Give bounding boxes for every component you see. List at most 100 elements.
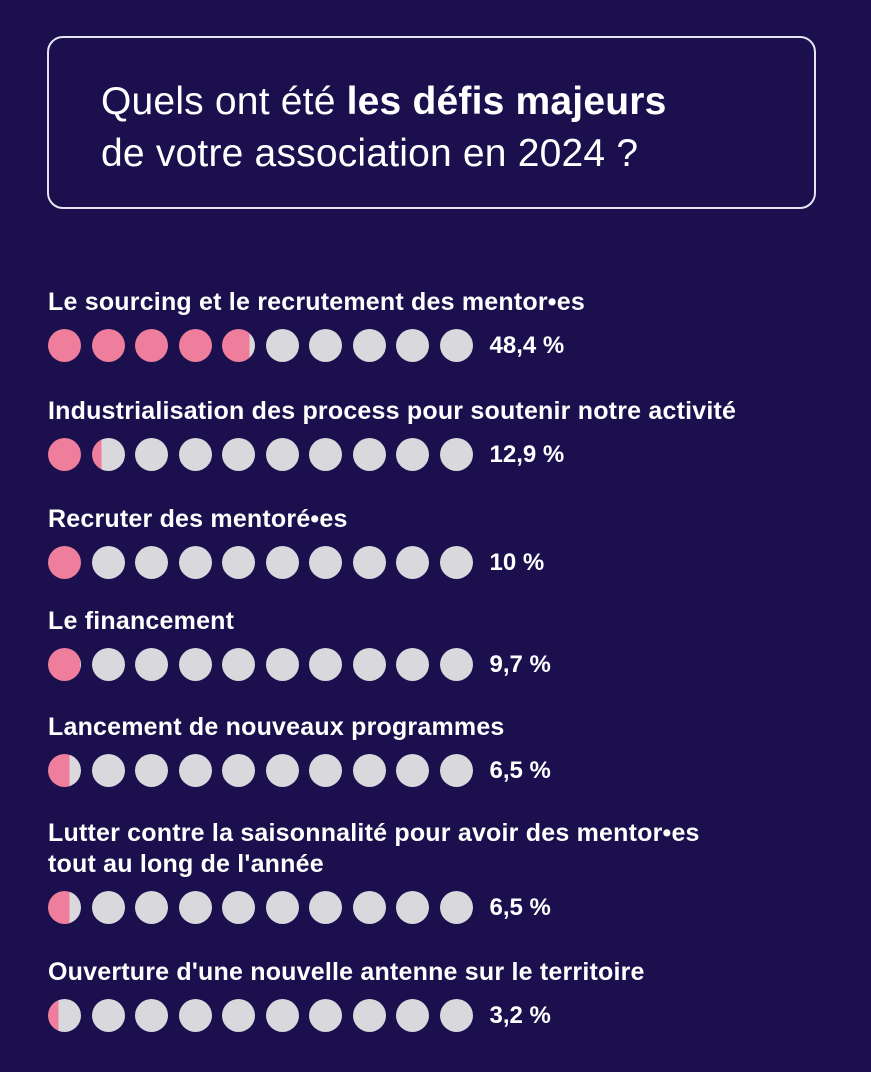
title-regular-part: Quels ont été <box>101 80 347 123</box>
chart-item: Industrialisation des process pour soute… <box>48 396 858 471</box>
value-dot <box>265 546 299 579</box>
category-label: Le sourcing et le recrutement des mentor… <box>48 287 858 318</box>
value-dot <box>265 754 299 787</box>
value-dot <box>91 329 125 362</box>
value-dot <box>352 648 386 681</box>
dot-group <box>48 546 473 579</box>
value-label: 6,5 % <box>489 756 551 784</box>
dot-group <box>48 648 473 681</box>
value-dot <box>265 648 299 681</box>
value-dot <box>222 329 255 362</box>
value-label: 48,4 % <box>489 331 565 359</box>
value-dot <box>178 648 212 681</box>
chart-item: Ouverture d'une nouvelle antenne sur le … <box>48 957 858 1032</box>
dots-row: 48,4 % <box>48 329 858 362</box>
category-label: Ouverture d'une nouvelle antenne sur le … <box>48 957 858 988</box>
value-dot <box>309 329 342 362</box>
title-box: Quels ont été les défis majeurs de votre… <box>47 36 816 209</box>
title-bold-part: les défis majeurs <box>346 80 667 123</box>
value-label: 3,2 % <box>489 1001 551 1029</box>
chart-item: Recruter des mentoré•es 10 % <box>48 504 858 579</box>
dots-row: 9,7 % <box>48 648 858 681</box>
value-dot <box>439 546 473 579</box>
value-dot <box>48 891 81 924</box>
chart-item: Lancement de nouveaux programmes 6,5 % <box>48 712 858 787</box>
category-label-line: Le financement <box>48 607 235 635</box>
category-label-line: Lutter contre la saisonnalité pour avoir… <box>48 819 700 847</box>
value-dot <box>439 999 473 1032</box>
value-dot <box>265 891 299 924</box>
value-dot <box>48 648 81 681</box>
value-dot <box>439 329 473 362</box>
value-dot <box>396 648 429 681</box>
category-label-line: Ouverture d'une nouvelle antenne sur le … <box>48 958 645 986</box>
category-label: Industrialisation des process pour soute… <box>48 396 858 427</box>
value-dot <box>222 891 255 924</box>
category-label-line: tout au long de l'année <box>48 850 324 878</box>
category-label-line: Lancement de nouveaux programmes <box>48 713 505 741</box>
dot-group <box>48 329 473 362</box>
category-label: Recruter des mentoré•es <box>48 504 858 535</box>
category-label: Lutter contre la saisonnalité pour avoir… <box>48 818 858 880</box>
value-dot <box>352 891 386 924</box>
value-dot <box>178 546 212 579</box>
dot-group <box>48 754 473 787</box>
value-dot <box>352 999 386 1032</box>
chart-item: Le sourcing et le recrutement des mentor… <box>48 287 858 362</box>
value-dot <box>309 891 342 924</box>
value-dot <box>396 754 429 787</box>
value-dot <box>222 648 255 681</box>
value-label: 6,5 % <box>489 893 551 921</box>
chart-title-line-2: de votre association en 2024 ? <box>101 132 639 175</box>
value-dot <box>352 546 386 579</box>
value-dot <box>396 999 429 1032</box>
category-label: Le financement <box>48 606 858 637</box>
chart-title-line-1: Quels ont été les défis majeurs <box>101 76 814 128</box>
value-dot <box>396 546 429 579</box>
value-dot <box>222 438 255 471</box>
value-label: 10 % <box>489 548 545 576</box>
value-dot <box>135 329 168 362</box>
value-dot <box>352 754 386 787</box>
category-label-line: Recruter des mentoré•es <box>48 505 348 533</box>
value-dot <box>352 438 386 471</box>
chart-item: Lutter contre la saisonnalité pour avoir… <box>48 818 858 924</box>
value-dot <box>309 999 342 1032</box>
value-dot <box>396 891 429 924</box>
value-dot <box>265 438 299 471</box>
value-dot <box>48 754 81 787</box>
value-dot <box>135 546 168 579</box>
value-dot <box>135 754 168 787</box>
value-label: 9,7 % <box>489 650 551 678</box>
value-dot <box>178 438 212 471</box>
value-dot <box>178 891 212 924</box>
value-dot <box>91 438 125 471</box>
dots-row: 12,9 % <box>48 438 858 471</box>
value-dot <box>48 329 81 362</box>
value-dot <box>91 754 125 787</box>
value-dot <box>265 329 299 362</box>
value-dot <box>222 999 255 1032</box>
value-dot <box>396 438 429 471</box>
value-dot <box>439 891 473 924</box>
category-label-line: Le sourcing et le recrutement des mentor… <box>48 288 585 316</box>
value-dot <box>309 754 342 787</box>
category-label: Lancement de nouveaux programmes <box>48 712 858 743</box>
value-dot <box>178 754 212 787</box>
dots-row: 6,5 % <box>48 891 858 924</box>
value-dot <box>178 999 212 1032</box>
dots-row: 10 % <box>48 546 858 579</box>
value-dot <box>222 546 255 579</box>
category-label-line: Industrialisation des process pour soute… <box>48 397 737 425</box>
value-dot <box>396 329 429 362</box>
value-dot <box>135 891 168 924</box>
value-dot <box>439 648 473 681</box>
value-dot <box>48 999 81 1032</box>
dot-group <box>48 891 473 924</box>
value-dot <box>91 999 125 1032</box>
dot-group <box>48 999 473 1032</box>
chart-item: Le financement 9,7 % <box>48 606 858 681</box>
value-dot <box>135 438 168 471</box>
value-dot <box>48 438 81 471</box>
value-dot <box>352 329 386 362</box>
